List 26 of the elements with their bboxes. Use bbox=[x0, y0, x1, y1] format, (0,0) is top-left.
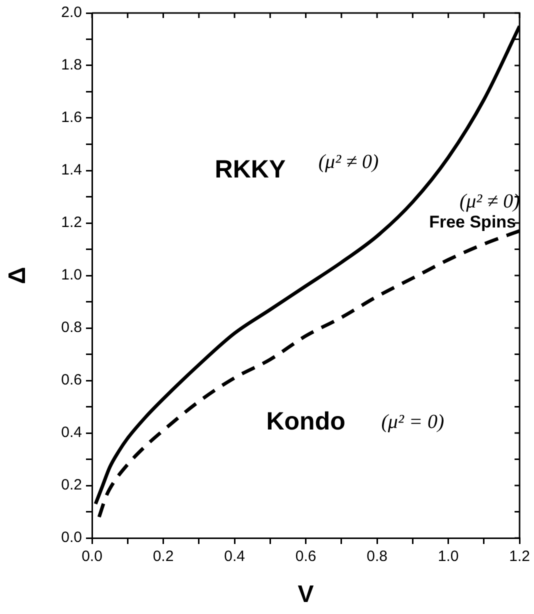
x-tick-label: 0.6 bbox=[295, 548, 316, 566]
y-tick-label: 0.0 bbox=[61, 529, 82, 546]
y-tick-label: 1.2 bbox=[61, 214, 82, 232]
y-tick-label: 2.0 bbox=[61, 4, 82, 22]
y-tick-label: 1.0 bbox=[61, 266, 82, 284]
x-tick-label: 0.8 bbox=[366, 548, 388, 566]
x-tick-label: 0.0 bbox=[82, 548, 102, 566]
annotation: (μ² ≠ 0) bbox=[459, 190, 520, 212]
annotation: Free Spins bbox=[429, 212, 516, 232]
x-axis-title: V bbox=[298, 581, 314, 608]
y-axis-title: Δ bbox=[4, 266, 32, 284]
y-tick-label: 1.6 bbox=[61, 109, 82, 126]
annotation: Kondo bbox=[266, 407, 346, 436]
y-tick-label: 1.8 bbox=[61, 56, 82, 74]
annotation: (μ² = 0) bbox=[381, 410, 444, 433]
annotation: (μ² ≠ 0) bbox=[318, 150, 380, 173]
y-tick-label: 0.4 bbox=[61, 424, 82, 442]
x-tick-label: 0.4 bbox=[224, 548, 245, 566]
y-tick-label: 0.8 bbox=[61, 319, 82, 336]
x-tick-label: 1.0 bbox=[438, 548, 459, 566]
y-tick-label: 1.4 bbox=[61, 162, 82, 179]
x-tick-label: 1.2 bbox=[509, 548, 530, 566]
x-tick-label: 0.2 bbox=[152, 548, 174, 566]
y-tick-label: 0.2 bbox=[61, 476, 82, 494]
y-tick-label: 0.6 bbox=[61, 372, 82, 389]
annotation: RKKY bbox=[214, 155, 286, 184]
